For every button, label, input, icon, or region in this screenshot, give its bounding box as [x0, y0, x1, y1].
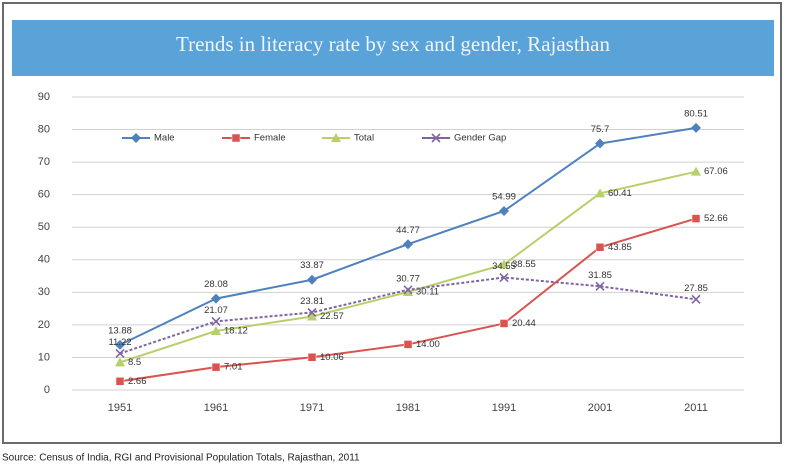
y-tick-label: 20: [38, 319, 50, 331]
data-label: 43.85: [608, 242, 632, 253]
point: [115, 348, 125, 359]
data-label: 54.99: [492, 191, 516, 202]
data-label: 28.08: [204, 279, 228, 290]
x-tick-label: 1991: [492, 402, 516, 414]
y-tick-label: 10: [38, 351, 50, 363]
data-label: 75.7: [591, 124, 610, 135]
point: [499, 205, 509, 216]
point: [211, 293, 221, 304]
data-label: 34.55: [492, 261, 516, 272]
point: [307, 352, 317, 362]
point: [211, 362, 221, 372]
frame: [2, 2, 782, 444]
point: [403, 239, 413, 250]
point: [595, 281, 605, 291]
point: [403, 285, 413, 295]
point: [595, 242, 605, 252]
data-label: 10.06: [320, 352, 344, 363]
point: [691, 122, 701, 133]
point: [307, 274, 317, 285]
data-label: 52.66: [704, 213, 728, 224]
point: [211, 316, 221, 326]
point: [115, 357, 125, 367]
data-label: 30.77: [396, 273, 420, 284]
data-label: 2.66: [128, 376, 147, 387]
data-label: 80.51: [684, 108, 708, 119]
data-label: 8.5: [128, 357, 141, 368]
data-label: 33.87: [300, 260, 324, 271]
data-label: 23.81: [300, 296, 324, 307]
x-tick-label: 2001: [588, 402, 612, 414]
point: [691, 214, 701, 223]
data-label: 13.88: [108, 325, 132, 336]
data-label: 7.01: [224, 362, 243, 373]
point: [595, 188, 605, 198]
x-tick-label: 1981: [396, 402, 420, 414]
data-label: 44.77: [396, 225, 420, 236]
data-label: 30.11: [416, 286, 439, 297]
point: [691, 166, 701, 176]
point: [499, 319, 509, 328]
data-label: 18.12: [224, 326, 248, 337]
point: [691, 294, 701, 304]
data-label: 38.55: [512, 259, 536, 270]
legend-label: Gender Gap: [454, 133, 506, 144]
title-banner: [12, 20, 774, 76]
y-tick-label: 70: [38, 156, 50, 168]
point: [499, 272, 509, 283]
data-label: 22.57: [320, 311, 344, 322]
legend-label: Female: [254, 133, 286, 144]
point: [115, 377, 125, 386]
data-label: 27.85: [684, 283, 708, 294]
point: [307, 307, 317, 318]
data-label: 20.44: [512, 318, 536, 329]
x-tick-label: 2011: [684, 402, 708, 414]
y-tick-label: 0: [44, 384, 50, 396]
x-tick-label: 1961: [204, 402, 228, 414]
x-tick-label: 1971: [300, 402, 324, 414]
legend-label: Total: [354, 133, 374, 144]
legend-marker: [231, 133, 241, 143]
point: [403, 286, 413, 296]
data-label: 21.07: [204, 305, 228, 316]
point: [307, 311, 317, 321]
chart-title: Trends in literacy rate by sex and gende…: [176, 32, 611, 56]
legend-marker: [331, 133, 341, 142]
point: [403, 340, 413, 349]
y-tick-label: 90: [38, 91, 50, 103]
data-label: 60.41: [608, 188, 632, 199]
y-tick-label: 50: [38, 221, 50, 233]
point: [211, 326, 221, 336]
y-tick-label: 40: [38, 254, 50, 266]
point: [595, 138, 605, 149]
legend-marker: [431, 133, 441, 143]
y-tick-label: 30: [38, 286, 50, 298]
legend-marker: [131, 133, 141, 143]
point: [115, 339, 125, 350]
data-label: 14.00: [416, 339, 440, 350]
data-label: 11.22: [108, 337, 131, 348]
y-tick-label: 60: [38, 189, 50, 201]
y-tick-label: 80: [38, 123, 50, 135]
point: [499, 259, 509, 269]
source-note: Source: Census of India, RGI and Provisi…: [2, 453, 360, 464]
data-label: 31.85: [588, 270, 612, 281]
legend-label: Male: [154, 133, 175, 144]
x-tick-label: 1951: [108, 402, 132, 414]
data-label: 67.06: [704, 166, 728, 177]
